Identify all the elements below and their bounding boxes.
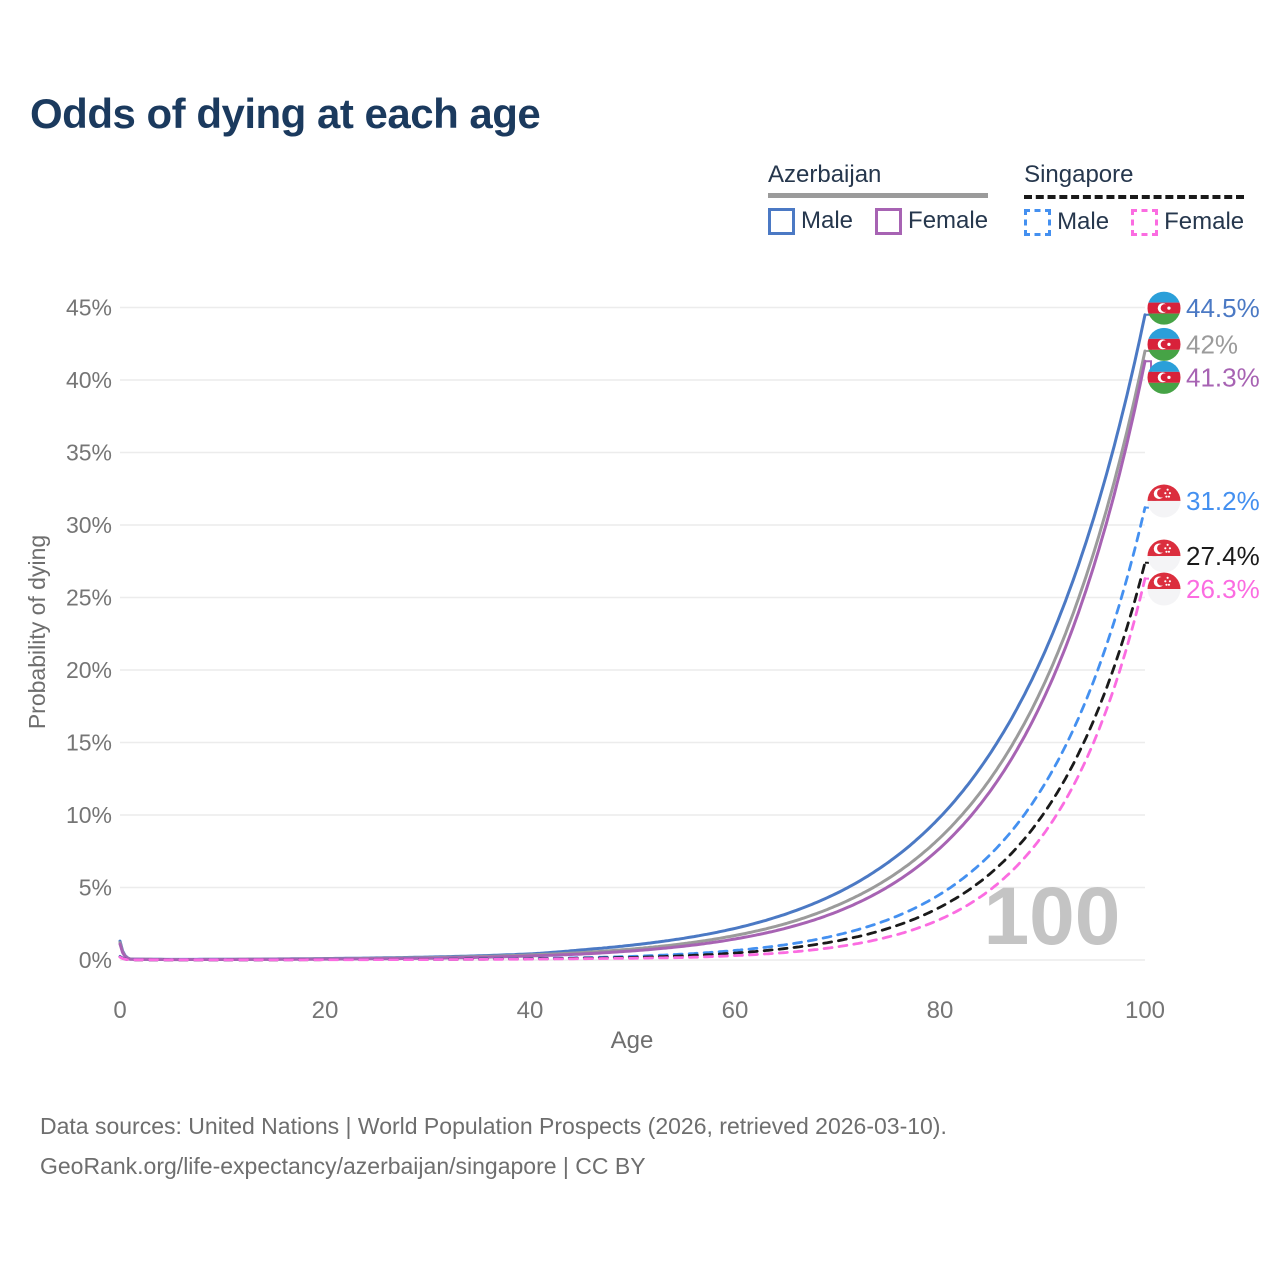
y-tick-label: 0% [79,947,112,973]
legend-item-singapore-male[interactable]: Male [1024,208,1109,236]
azerbaijan-male-swatch-icon [768,207,795,235]
x-tick-label: 80 [927,997,954,1024]
y-axis-title: Probability of dying [24,535,50,729]
end-label-value: 44.5% [1186,293,1260,323]
attribution-line: GeoRank.org/life-expectancy/azerbaijan/s… [40,1153,646,1179]
azerbaijan-female-swatch-icon [875,207,903,235]
end-label-singapore-male: 31.2% [1145,484,1260,518]
series-line-azerbaijan-male[interactable] [118,313,1147,961]
data-sources-line: Data sources: United Nations | World Pop… [40,1113,947,1139]
azerbaijan-flag-icon [1147,327,1181,361]
legend-group-azerbaijan: Azerbaijan Male Female [768,161,989,236]
end-label-value: 31.2% [1186,486,1260,516]
legend-country-singapore: Singapore [1024,161,1134,188]
chart-legend: Azerbaijan Male Female Singapore Male [768,161,1245,236]
singapore-male-swatch-icon [1024,208,1052,236]
y-tick-label: 10% [66,802,112,828]
legend-item-label: Female [908,207,989,234]
end-label-azerbaijan-male: 44.5% [1145,291,1260,325]
footer: Data sources: United Nations | World Pop… [40,1106,947,1186]
x-tick-label: 20 [312,997,339,1024]
y-tick-label: 15% [66,730,112,756]
end-label-value: 27.4% [1186,541,1260,571]
y-tick-label: 35% [66,440,112,466]
azerbaijan-flag-icon [1147,291,1181,325]
end-label-singapore-female: 26.3% [1145,572,1260,606]
legend-item-label: Female [1164,208,1245,235]
end-label-singapore-both-sexes: 27.4% [1145,539,1260,573]
x-tick-label: 60 [722,997,749,1024]
y-tick-label: 5% [79,875,112,901]
y-tick-label: 30% [66,512,112,538]
y-tick-label: 25% [66,585,112,611]
singapore-flag-icon [1147,539,1181,573]
azerbaijan-flag-icon [1147,360,1181,394]
legend-item-label: Male [1057,208,1110,235]
series-line-azerbaijan-female[interactable] [118,359,1147,962]
singapore-flag-icon [1147,572,1181,606]
end-label-value: 26.3% [1186,574,1260,604]
hover-age-watermark: 100 [984,871,1121,962]
end-label-connector [1145,577,1157,591]
y-tick-label: 20% [66,657,112,683]
legend-item-azerbaijan-female[interactable]: Female [875,207,988,235]
legend-item-label: Male [801,207,854,234]
legend-item-azerbaijan-male[interactable]: Male [768,207,853,235]
series-line-singapore-female[interactable] [118,577,1147,962]
page-title: Odds of dying at each age [30,90,541,137]
end-label-azerbaijan-both-sexes: 42% [1145,327,1238,361]
y-tick-label: 45% [66,295,112,321]
azerbaijan-line-swatch [768,193,989,198]
y-tick-label: 40% [66,367,112,393]
end-label-value: 42% [1186,329,1238,359]
legend-item-singapore-female[interactable]: Female [1131,208,1244,236]
x-tick-label: 40 [517,997,544,1024]
x-tick-label: 100 [1125,997,1165,1024]
legend-country-azerbaijan: Azerbaijan [768,161,882,188]
singapore-line-swatch [1024,195,1245,199]
series-line-azerbaijan-both-sexes[interactable] [118,349,1147,961]
singapore-flag-icon [1147,484,1181,518]
end-label-value: 41.3% [1186,362,1260,392]
x-tick-label: 0 [113,997,126,1024]
end-label-azerbaijan-female: 41.3% [1145,360,1260,394]
legend-group-singapore: Singapore Male Female [1024,161,1245,236]
singapore-female-swatch-icon [1131,208,1159,236]
x-axis-title: Age [611,1027,654,1054]
